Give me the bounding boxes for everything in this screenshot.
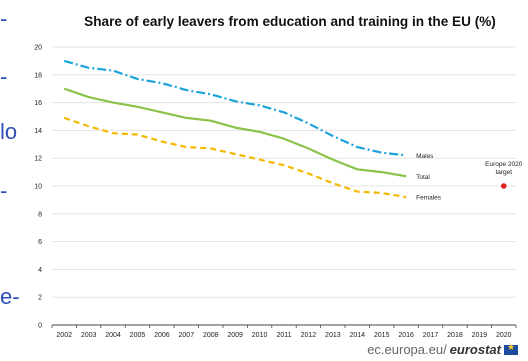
y-tick-label: 0 [38, 323, 42, 330]
series-line-total [63, 87, 407, 178]
y-tick-label: 20 [34, 45, 42, 52]
series-label-total: Total [416, 174, 430, 181]
eu-flag-icon [504, 342, 518, 355]
y-tick-label: 6 [38, 239, 42, 246]
series-line-males [63, 59, 407, 157]
x-tick-label: 2011 [276, 332, 291, 339]
y-tick-label: 4 [38, 267, 42, 274]
x-tick-label: 2018 [447, 332, 463, 339]
y-tick-label: 8 [38, 211, 42, 218]
y-tick-label: 10 [34, 184, 42, 191]
x-tick-label: 2006 [154, 332, 170, 339]
x-tick-label: 2002 [56, 332, 72, 339]
x-tick-label: 2004 [105, 332, 121, 339]
x-tick-label: 2017 [423, 332, 439, 339]
side-fragment-1: - [0, 6, 8, 31]
x-tick-label: 2005 [130, 332, 146, 339]
x-tick-label: 2016 [398, 332, 414, 339]
eurostat-footer: ec.europa.eu/eurostat [367, 342, 518, 357]
y-tick-label: 2 [38, 295, 42, 302]
x-tick-label: 2007 [179, 332, 195, 339]
y-tick-label: 18 [34, 72, 42, 79]
series-label-males: Males [416, 153, 434, 160]
x-tick-label: 2013 [325, 332, 341, 339]
series-label-females: Females [416, 195, 442, 202]
footer-brand: eurostat [449, 342, 501, 357]
x-tick-label: 2008 [203, 332, 219, 339]
side-fragment-5: e- [0, 284, 20, 309]
x-tick-label: 2014 [349, 332, 365, 339]
side-fragment-2: - [0, 64, 8, 89]
target-label-line1: Europe 2020 [485, 161, 523, 168]
x-tick-label: 2015 [374, 332, 390, 339]
y-tick-label: 16 [34, 100, 42, 107]
x-tick-label: 2010 [252, 332, 268, 339]
footer-domain: ec.europa.eu/ [367, 342, 447, 357]
series-line-females [63, 116, 407, 199]
side-fragment-4: - [0, 178, 8, 203]
x-tick-label: 2012 [301, 332, 317, 339]
side-fragment-3: lo [0, 119, 18, 144]
target-point [500, 183, 507, 189]
y-tick-label: 14 [34, 128, 42, 135]
chart-title: Share of early leavers from education an… [84, 14, 496, 29]
x-tick-label: 2020 [496, 332, 512, 339]
y-tick-label: 12 [34, 156, 42, 163]
x-tick-label: 2009 [227, 332, 243, 339]
x-tick-label: 2003 [81, 332, 97, 339]
x-tick-label: 2019 [472, 332, 488, 339]
target-label-line2: target [495, 169, 512, 176]
